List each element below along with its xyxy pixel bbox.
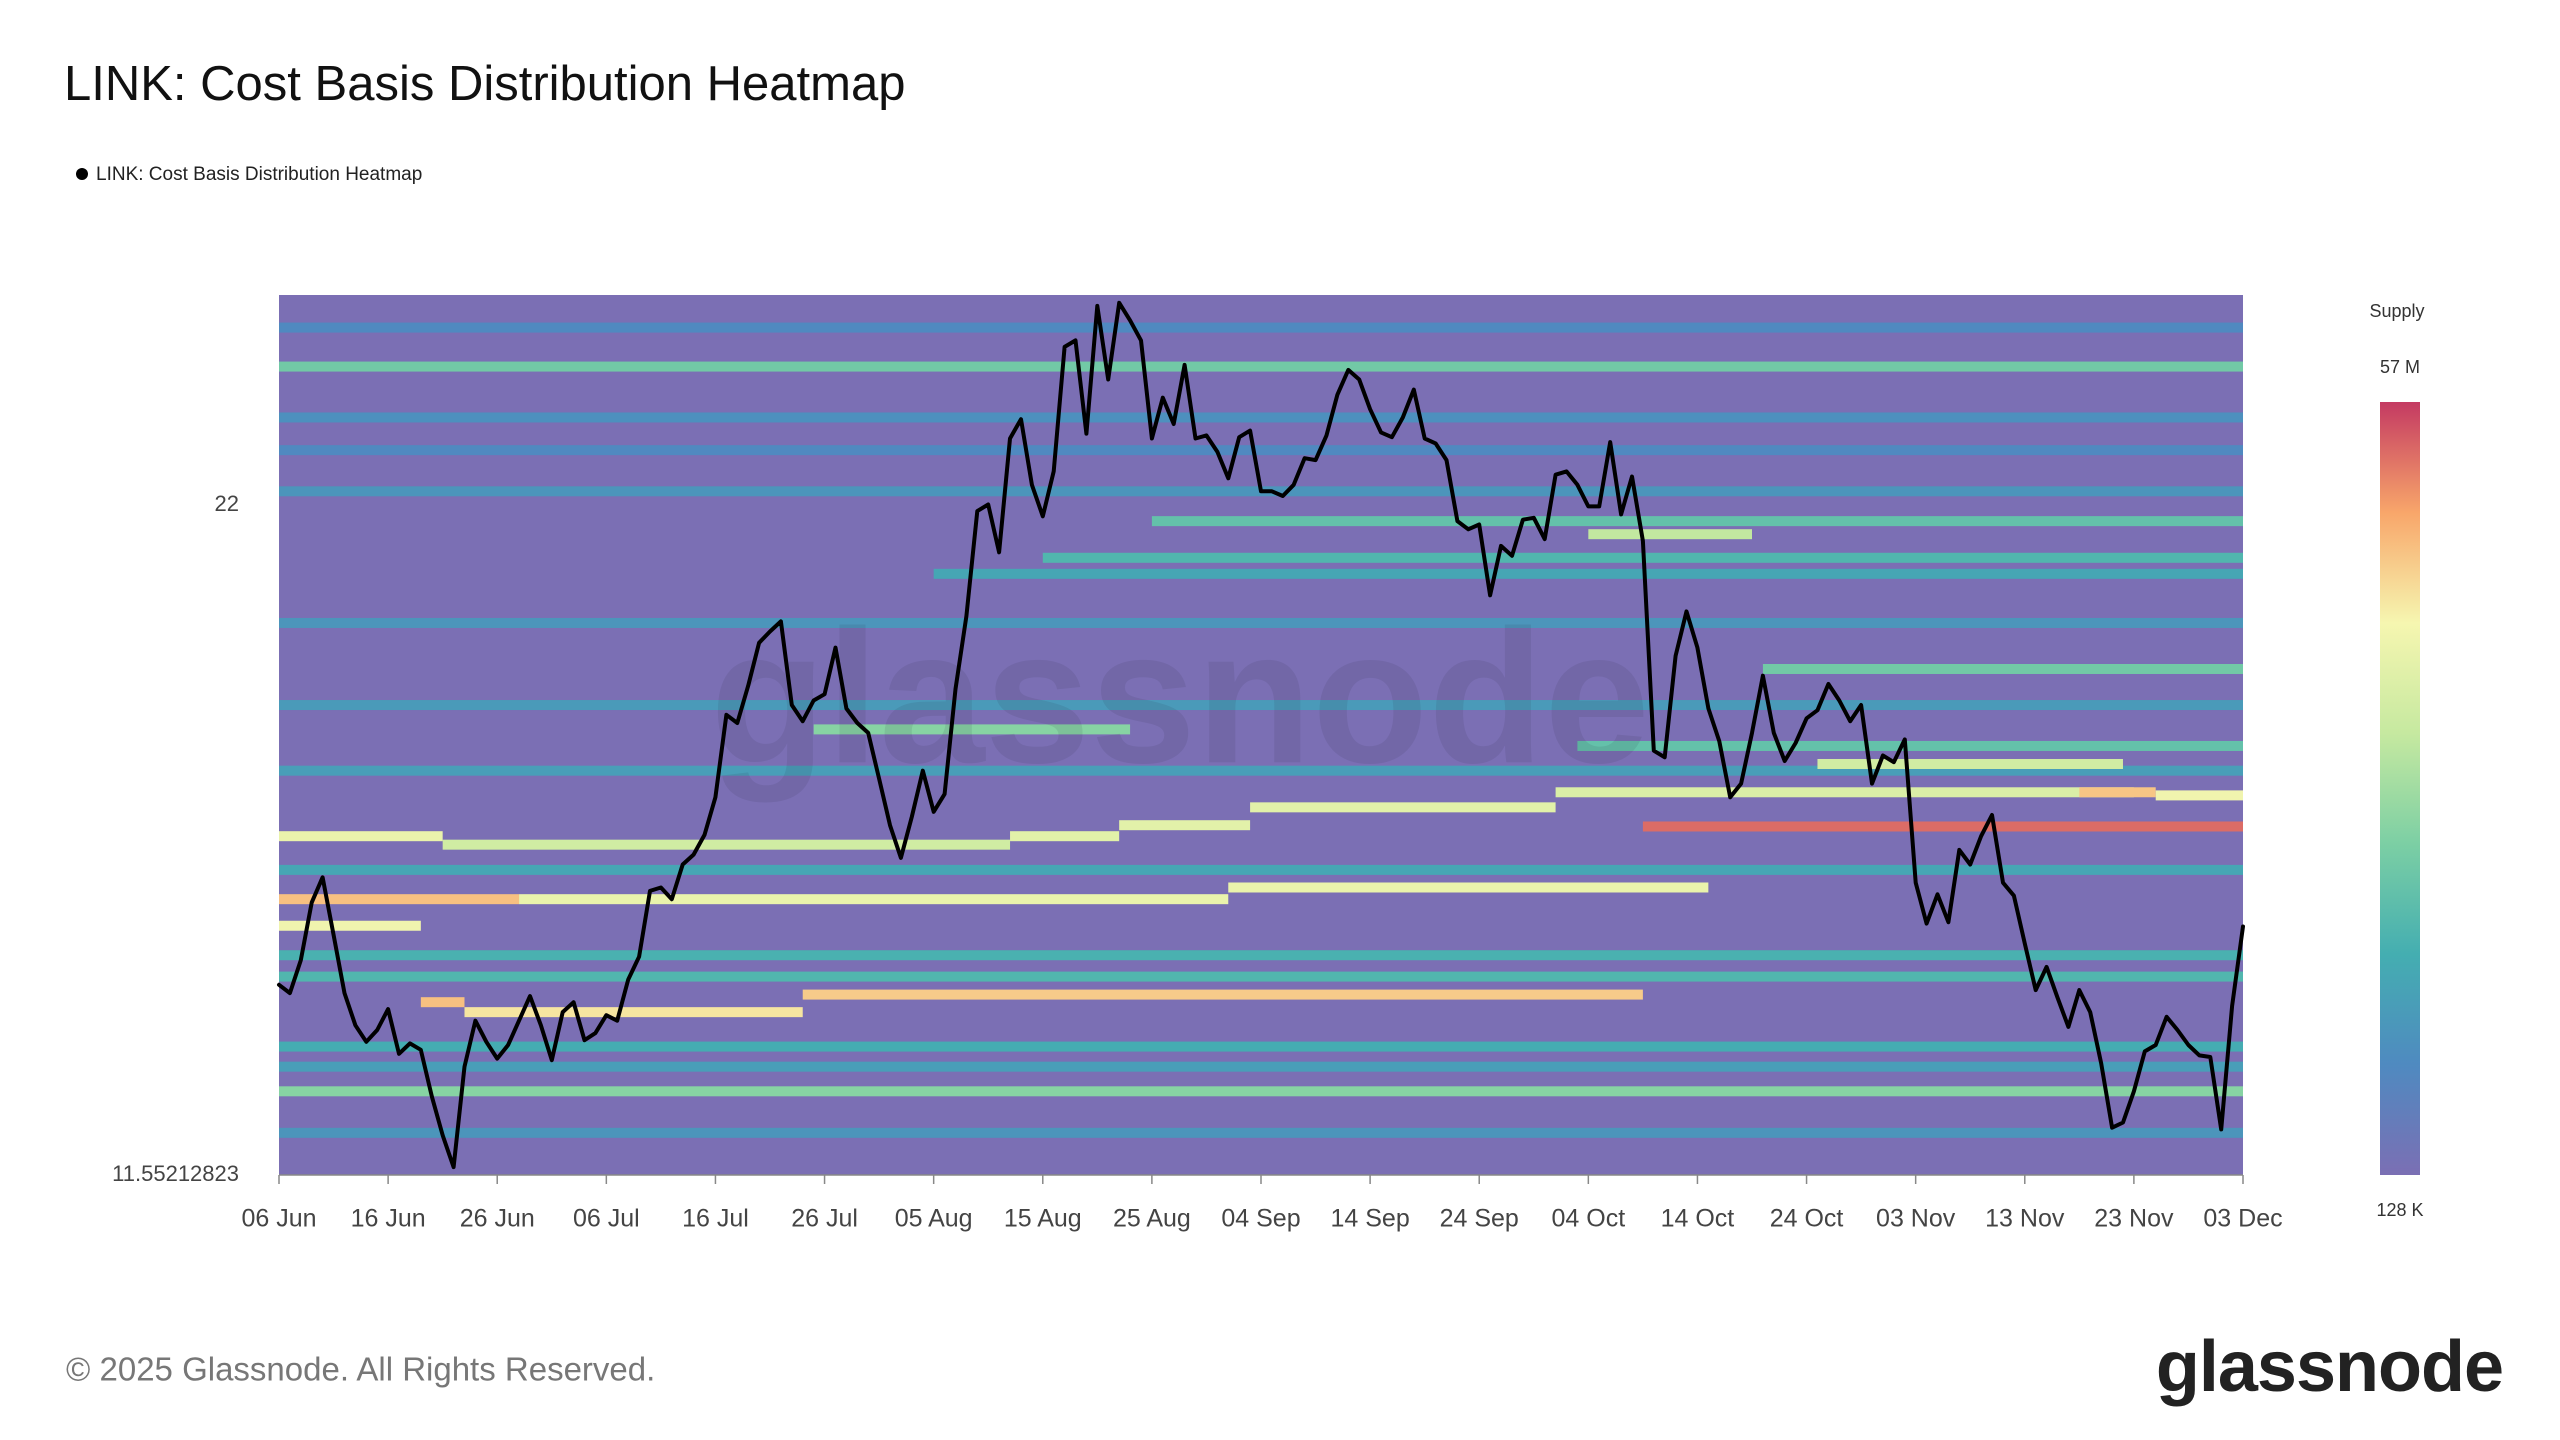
heatmap-cell	[1250, 802, 1556, 813]
chart-title: LINK: Cost Basis Distribution Heatmap	[64, 57, 906, 111]
heatmap-cell	[1762, 663, 2243, 674]
logo: glassnode	[2156, 1327, 2503, 1407]
x-tick-label: 04 Oct	[1552, 1205, 1626, 1233]
price-line	[277, 300, 2245, 1170]
heatmap-cell	[279, 1086, 2243, 1097]
heatmap-cell	[420, 997, 465, 1008]
heatmap-cell	[279, 971, 2243, 982]
x-tick-label: 14 Oct	[1661, 1205, 1735, 1233]
heatmap-cell	[1010, 831, 1120, 842]
heatmap-cell	[1555, 787, 2134, 798]
heatmap-cell	[1817, 758, 2123, 769]
heatmap-cell	[1577, 740, 2243, 751]
heatmap-background	[279, 295, 2243, 1175]
heatmap-cell	[279, 700, 2243, 711]
colorbar-label: 57 M	[2380, 357, 2420, 377]
y-tick-label: 11.55212823	[112, 1161, 239, 1186]
heatmap-cell	[813, 724, 1131, 735]
heatmap-cell	[1151, 516, 2243, 527]
colorbar-label: 128 K	[2376, 1200, 2423, 1220]
x-tick-label: 04 Sep	[1221, 1205, 1300, 1233]
x-tick-label: 26 Jul	[791, 1205, 858, 1233]
heatmap-cell	[279, 1127, 2243, 1138]
heatmap-cell	[279, 864, 2243, 875]
heatmap-cell	[1228, 882, 1709, 893]
x-tick-label: 03 Dec	[2203, 1205, 2282, 1233]
heatmap-cell	[279, 617, 2243, 628]
footer: © 2025 Glassnode. All Rights Reserved.	[66, 1351, 655, 1388]
colorbar	[2380, 402, 2420, 1175]
legend-marker	[76, 168, 88, 180]
x-tick-label: 24 Oct	[1770, 1205, 1844, 1233]
x-tick-label: 25 Aug	[1113, 1205, 1191, 1233]
plot-area: glassnode	[279, 295, 2243, 1175]
x-tick-label: 24 Sep	[1440, 1205, 1519, 1233]
heatmap-cell	[279, 765, 2243, 776]
x-tick-label: 13 Nov	[1985, 1205, 2065, 1233]
heatmap-cell	[279, 831, 443, 842]
heatmap-cell	[933, 568, 2243, 579]
heatmap-cell	[279, 1061, 2243, 1072]
x-tick-label: 26 Jun	[460, 1205, 535, 1233]
x-tick-label: 05 Aug	[895, 1205, 973, 1233]
heatmap-cell	[279, 1041, 2243, 1052]
heatmap-cell	[442, 839, 1011, 850]
x-tick-label: 03 Nov	[1876, 1205, 1956, 1233]
heatmap-cell	[2155, 790, 2243, 801]
heatmap-cell	[802, 989, 1643, 1000]
y-tick-label: 22	[215, 491, 239, 516]
x-tick-label: 23 Nov	[2094, 1205, 2174, 1233]
heatmap-cell	[279, 920, 421, 931]
heatmap-cell	[279, 361, 2243, 372]
heatmap-cell	[279, 322, 2243, 333]
heatmap-cell	[2079, 787, 2156, 798]
heatmap-cell	[1642, 821, 2243, 832]
heatmap-cell	[464, 1007, 803, 1018]
x-tick-label: 06 Jun	[241, 1205, 316, 1233]
x-tick-label: 15 Aug	[1004, 1205, 1082, 1233]
heatmap-cell	[279, 894, 520, 905]
heatmap-cell	[279, 950, 2243, 961]
x-tick-label: 16 Jun	[351, 1205, 426, 1233]
heatmap-cell	[1119, 820, 1251, 831]
legend-label[interactable]: LINK: Cost Basis Distribution Heatmap	[96, 164, 422, 185]
heatmap-cell	[279, 412, 2243, 423]
colorbar-title: Supply	[2369, 301, 2424, 321]
heatmap-cell	[279, 445, 2243, 456]
x-tick-label: 06 Jul	[573, 1205, 640, 1233]
x-tick-label: 16 Jul	[682, 1205, 749, 1233]
x-tick-label: 14 Sep	[1330, 1205, 1409, 1233]
watermark: glassnode	[710, 591, 1650, 803]
heatmap-cell	[1588, 529, 1752, 540]
heatmap-cell	[519, 894, 1229, 905]
